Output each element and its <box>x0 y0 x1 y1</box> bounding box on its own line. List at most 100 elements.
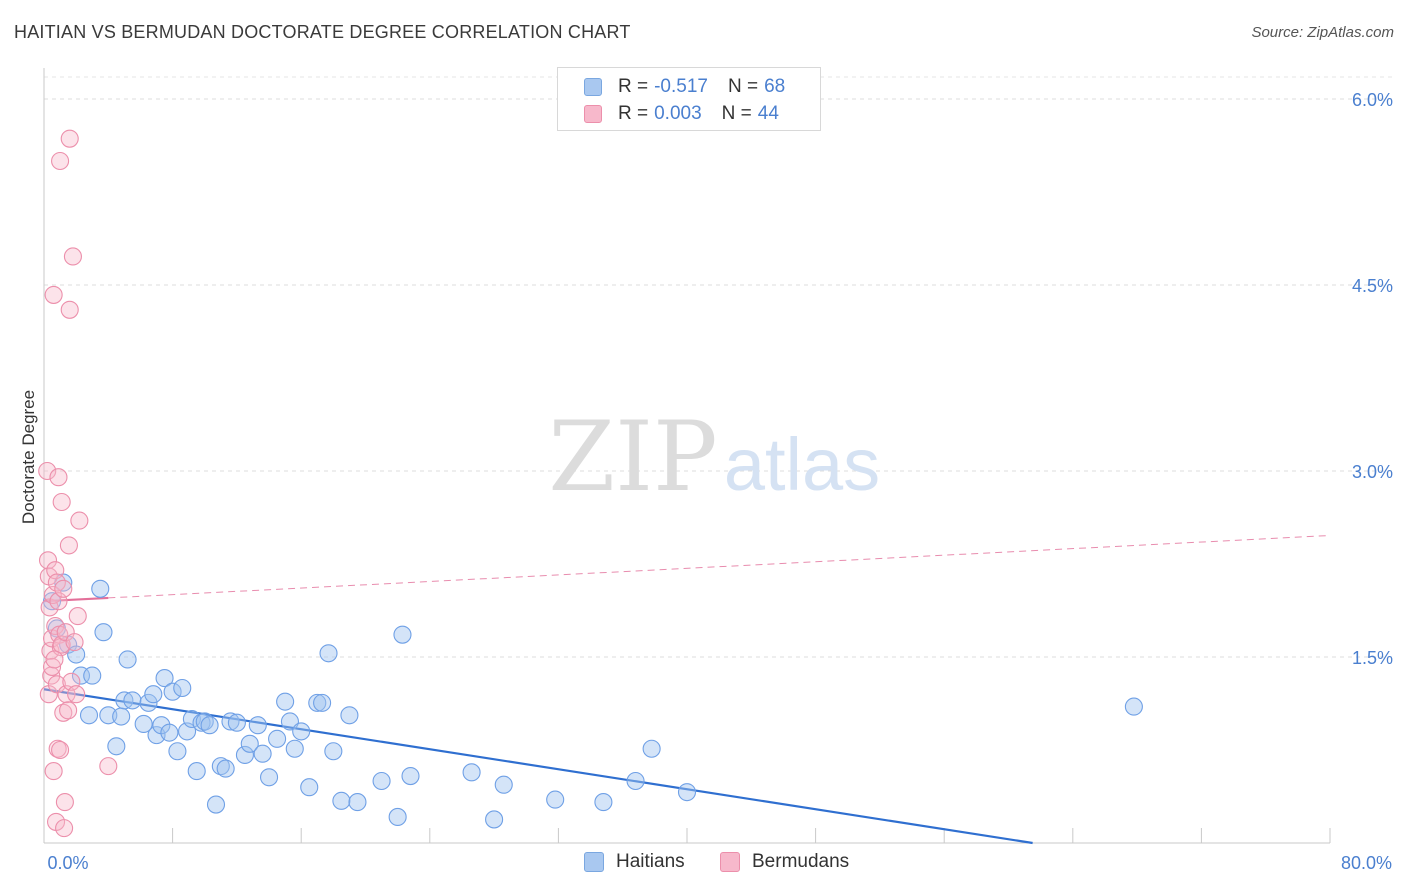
data-point-bermudans <box>44 285 63 304</box>
y-tick-label: 3.0% <box>1352 462 1393 482</box>
y-axis-label: Doctorate Degree <box>19 390 38 524</box>
data-point-haitians <box>248 716 267 735</box>
series-haitians <box>42 573 1143 829</box>
data-point-haitians <box>626 771 645 791</box>
data-point-bermudans <box>42 657 62 676</box>
data-point-bermudans <box>55 819 74 838</box>
data-point-haitians <box>83 666 102 685</box>
bottom-legend-bermudans: Bermudans <box>720 851 849 873</box>
data-point-bermudans <box>70 511 89 530</box>
data-point-haitians <box>494 775 513 794</box>
data-point-haitians <box>200 716 219 735</box>
axes <box>43 68 1331 844</box>
data-point-haitians <box>340 706 359 725</box>
data-point-haitians <box>332 791 351 810</box>
trend-line-haitians <box>43 688 1033 845</box>
data-point-haitians <box>1124 697 1143 716</box>
data-point-haitians <box>123 691 142 710</box>
data-point-haitians <box>173 678 192 698</box>
correlation-legend: R = -0.517 N = 68 R = 0.003 N = 44 <box>557 67 821 131</box>
data-point-haitians <box>99 706 118 725</box>
data-point-bermudans <box>60 300 79 319</box>
data-point-haitians <box>319 644 338 663</box>
data-point-haitians <box>642 739 661 758</box>
y-tick-label: 4.5% <box>1352 276 1393 296</box>
data-point-haitians <box>285 739 304 758</box>
legend-row-bermudans: R = 0.003 N = 44 <box>584 101 779 127</box>
data-point-bermudans <box>49 468 68 487</box>
data-point-haitians <box>227 713 246 732</box>
data-point-bermudans <box>51 740 70 760</box>
legend-n-value: 68 <box>764 76 786 97</box>
data-point-bermudans <box>45 650 64 669</box>
data-point-haitians <box>401 766 420 786</box>
data-point-haitians <box>388 807 407 827</box>
data-point-haitians <box>79 706 99 725</box>
data-point-haitians <box>259 768 279 787</box>
legend-r-value: 0.003 <box>654 103 702 124</box>
data-point-haitians <box>240 734 259 753</box>
data-point-haitians <box>292 722 311 741</box>
data-point-haitians <box>107 737 126 756</box>
data-point-haitians <box>594 793 613 812</box>
data-point-haitians <box>677 783 697 802</box>
axis-labels: 1.5% 3.0% 4.5% 6.0% 0.0% 80.0% <box>47 90 1393 873</box>
y-tick-label: 1.5% <box>1352 648 1393 668</box>
data-points <box>38 129 1143 838</box>
data-point-haitians <box>462 763 481 782</box>
legend-r-value: -0.517 <box>654 76 708 97</box>
data-point-haitians <box>160 723 179 742</box>
series-bermudans <box>38 129 118 838</box>
legend-n-label: N = <box>727 76 759 97</box>
legend-row-haitians: R = -0.517 N = 68 <box>584 74 785 100</box>
bottom-legend-swatch-bermudans <box>720 852 740 872</box>
data-point-haitians <box>112 707 131 726</box>
data-point-haitians <box>393 625 412 644</box>
data-point-bermudans <box>44 762 63 781</box>
data-point-bermudans <box>55 793 74 812</box>
data-point-bermudans <box>63 247 82 266</box>
y-tick-label: 6.0% <box>1352 90 1393 110</box>
data-point-bermudans <box>67 685 86 704</box>
data-point-haitians <box>211 757 230 776</box>
data-point-haitians <box>139 693 158 712</box>
legend-swatch-haitians <box>584 78 602 96</box>
legend-n-label: N = <box>721 103 752 124</box>
data-point-haitians <box>348 793 367 812</box>
chart-source: Source: ZipAtlas.com <box>1251 24 1394 41</box>
bottom-legend-label-bermudans: Bermudans <box>752 851 850 872</box>
x-tick-label-min: 0.0% <box>47 853 88 873</box>
data-point-haitians <box>163 682 182 701</box>
data-point-bermudans <box>65 633 84 652</box>
data-point-haitians <box>308 693 327 712</box>
data-point-bermudans <box>46 616 65 636</box>
data-point-haitians <box>313 693 332 712</box>
data-point-haitians <box>221 712 240 731</box>
data-point-haitians <box>324 742 343 761</box>
legend-r-label: R = <box>618 103 649 124</box>
data-point-bermudans <box>68 607 87 626</box>
data-point-haitians <box>91 579 110 598</box>
data-point-bermudans <box>60 129 79 148</box>
data-point-haitians <box>187 762 206 781</box>
data-point-bermudans <box>59 701 78 720</box>
data-point-haitians <box>168 742 187 761</box>
data-point-bermudans <box>54 703 73 722</box>
legend-swatch-bermudans <box>584 105 602 123</box>
data-point-haitians <box>546 790 565 809</box>
data-point-haitians <box>94 623 113 642</box>
data-point-haitians <box>372 771 391 791</box>
data-point-haitians <box>206 795 226 814</box>
data-point-bermudans <box>52 492 71 512</box>
data-point-bermudans <box>38 461 57 481</box>
data-point-haitians <box>268 729 287 748</box>
data-point-haitians <box>134 714 153 734</box>
x-tick-label-max: 80.0% <box>1341 853 1392 873</box>
data-point-haitians <box>118 650 137 669</box>
bottom-legend-haitians: Haitians <box>584 851 685 873</box>
legend-n-value: 44 <box>757 103 779 124</box>
watermark-zip: ZIP <box>548 401 717 513</box>
data-point-haitians <box>485 810 504 829</box>
chart-title: HAITIAN VS BERMUDAN DOCTORATE DEGREE COR… <box>14 22 631 42</box>
